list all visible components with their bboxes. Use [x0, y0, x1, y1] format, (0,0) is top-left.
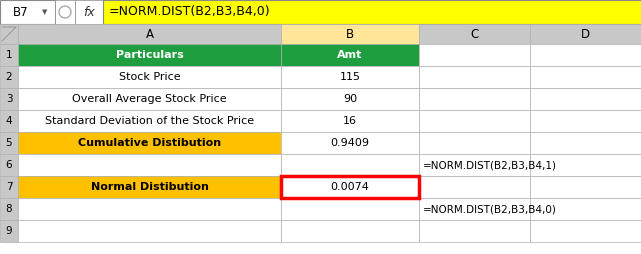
- Bar: [0, 88, 18, 110]
- Text: Particulars: Particulars: [115, 50, 183, 60]
- Text: 0.9409: 0.9409: [331, 138, 369, 148]
- Bar: [281, 24, 419, 44]
- Text: Normal Distibution: Normal Distibution: [90, 182, 208, 192]
- Bar: [419, 220, 530, 242]
- Bar: [530, 132, 641, 154]
- Bar: [18, 176, 281, 198]
- Bar: [18, 154, 281, 176]
- Text: 5: 5: [6, 138, 12, 148]
- Bar: [0, 198, 18, 220]
- Text: Standard Deviation of the Stock Price: Standard Deviation of the Stock Price: [45, 116, 254, 126]
- Text: fx: fx: [83, 6, 95, 19]
- Bar: [0, 0, 55, 24]
- Text: =NORM.DIST(B2,B3,B4,1): =NORM.DIST(B2,B3,B4,1): [423, 160, 557, 170]
- Bar: [419, 176, 530, 198]
- Bar: [419, 24, 530, 44]
- Bar: [0, 24, 18, 44]
- Text: 4: 4: [6, 116, 12, 126]
- Bar: [530, 66, 641, 88]
- Bar: [0, 176, 18, 198]
- Bar: [530, 110, 641, 132]
- Bar: [0, 66, 18, 88]
- Bar: [530, 220, 641, 242]
- Bar: [281, 132, 419, 154]
- Bar: [18, 66, 281, 88]
- Text: A: A: [146, 27, 153, 40]
- Bar: [419, 132, 530, 154]
- Bar: [530, 154, 641, 176]
- Bar: [419, 198, 530, 220]
- Text: 3: 3: [6, 94, 12, 104]
- Bar: [18, 110, 281, 132]
- Text: Stock Price: Stock Price: [119, 72, 180, 82]
- Bar: [0, 44, 18, 66]
- Text: B: B: [346, 27, 354, 40]
- Bar: [530, 44, 641, 66]
- Bar: [530, 198, 641, 220]
- Text: 1: 1: [6, 50, 12, 60]
- Text: 115: 115: [340, 72, 360, 82]
- Bar: [0, 110, 18, 132]
- Text: 8: 8: [6, 204, 12, 214]
- Text: =NORM.DIST(B2,B3,B4,0): =NORM.DIST(B2,B3,B4,0): [109, 6, 271, 19]
- Bar: [281, 66, 419, 88]
- Bar: [530, 176, 641, 198]
- Bar: [281, 176, 419, 198]
- Bar: [281, 220, 419, 242]
- Bar: [18, 44, 281, 66]
- Text: Overall Average Stock Price: Overall Average Stock Price: [72, 94, 227, 104]
- Text: ▼: ▼: [42, 9, 47, 15]
- Text: C: C: [470, 27, 479, 40]
- Bar: [18, 88, 281, 110]
- Bar: [281, 198, 419, 220]
- Bar: [18, 220, 281, 242]
- Bar: [281, 88, 419, 110]
- Bar: [530, 24, 641, 44]
- Bar: [18, 132, 281, 154]
- Bar: [419, 110, 530, 132]
- Bar: [18, 198, 281, 220]
- Bar: [281, 110, 419, 132]
- Text: 7: 7: [6, 182, 12, 192]
- Bar: [281, 44, 419, 66]
- Text: 6: 6: [6, 160, 12, 170]
- Bar: [0, 154, 18, 176]
- Bar: [530, 88, 641, 110]
- Text: D: D: [581, 27, 590, 40]
- Bar: [281, 154, 419, 176]
- Text: 90: 90: [343, 94, 357, 104]
- Text: 2: 2: [6, 72, 12, 82]
- Text: =NORM.DIST(B2,B3,B4,0): =NORM.DIST(B2,B3,B4,0): [423, 204, 557, 214]
- Bar: [103, 0, 641, 24]
- Bar: [419, 44, 530, 66]
- Bar: [0, 220, 18, 242]
- Text: 16: 16: [343, 116, 357, 126]
- Text: Cumulative Distibution: Cumulative Distibution: [78, 138, 221, 148]
- Bar: [419, 154, 530, 176]
- Bar: [55, 0, 75, 24]
- Bar: [419, 88, 530, 110]
- Bar: [18, 24, 281, 44]
- Bar: [419, 66, 530, 88]
- Text: 9: 9: [6, 226, 12, 236]
- Text: B7: B7: [13, 6, 28, 19]
- Text: 0.0074: 0.0074: [331, 182, 369, 192]
- Bar: [75, 0, 103, 24]
- Text: Amt: Amt: [337, 50, 363, 60]
- Bar: [281, 176, 419, 198]
- Bar: [0, 132, 18, 154]
